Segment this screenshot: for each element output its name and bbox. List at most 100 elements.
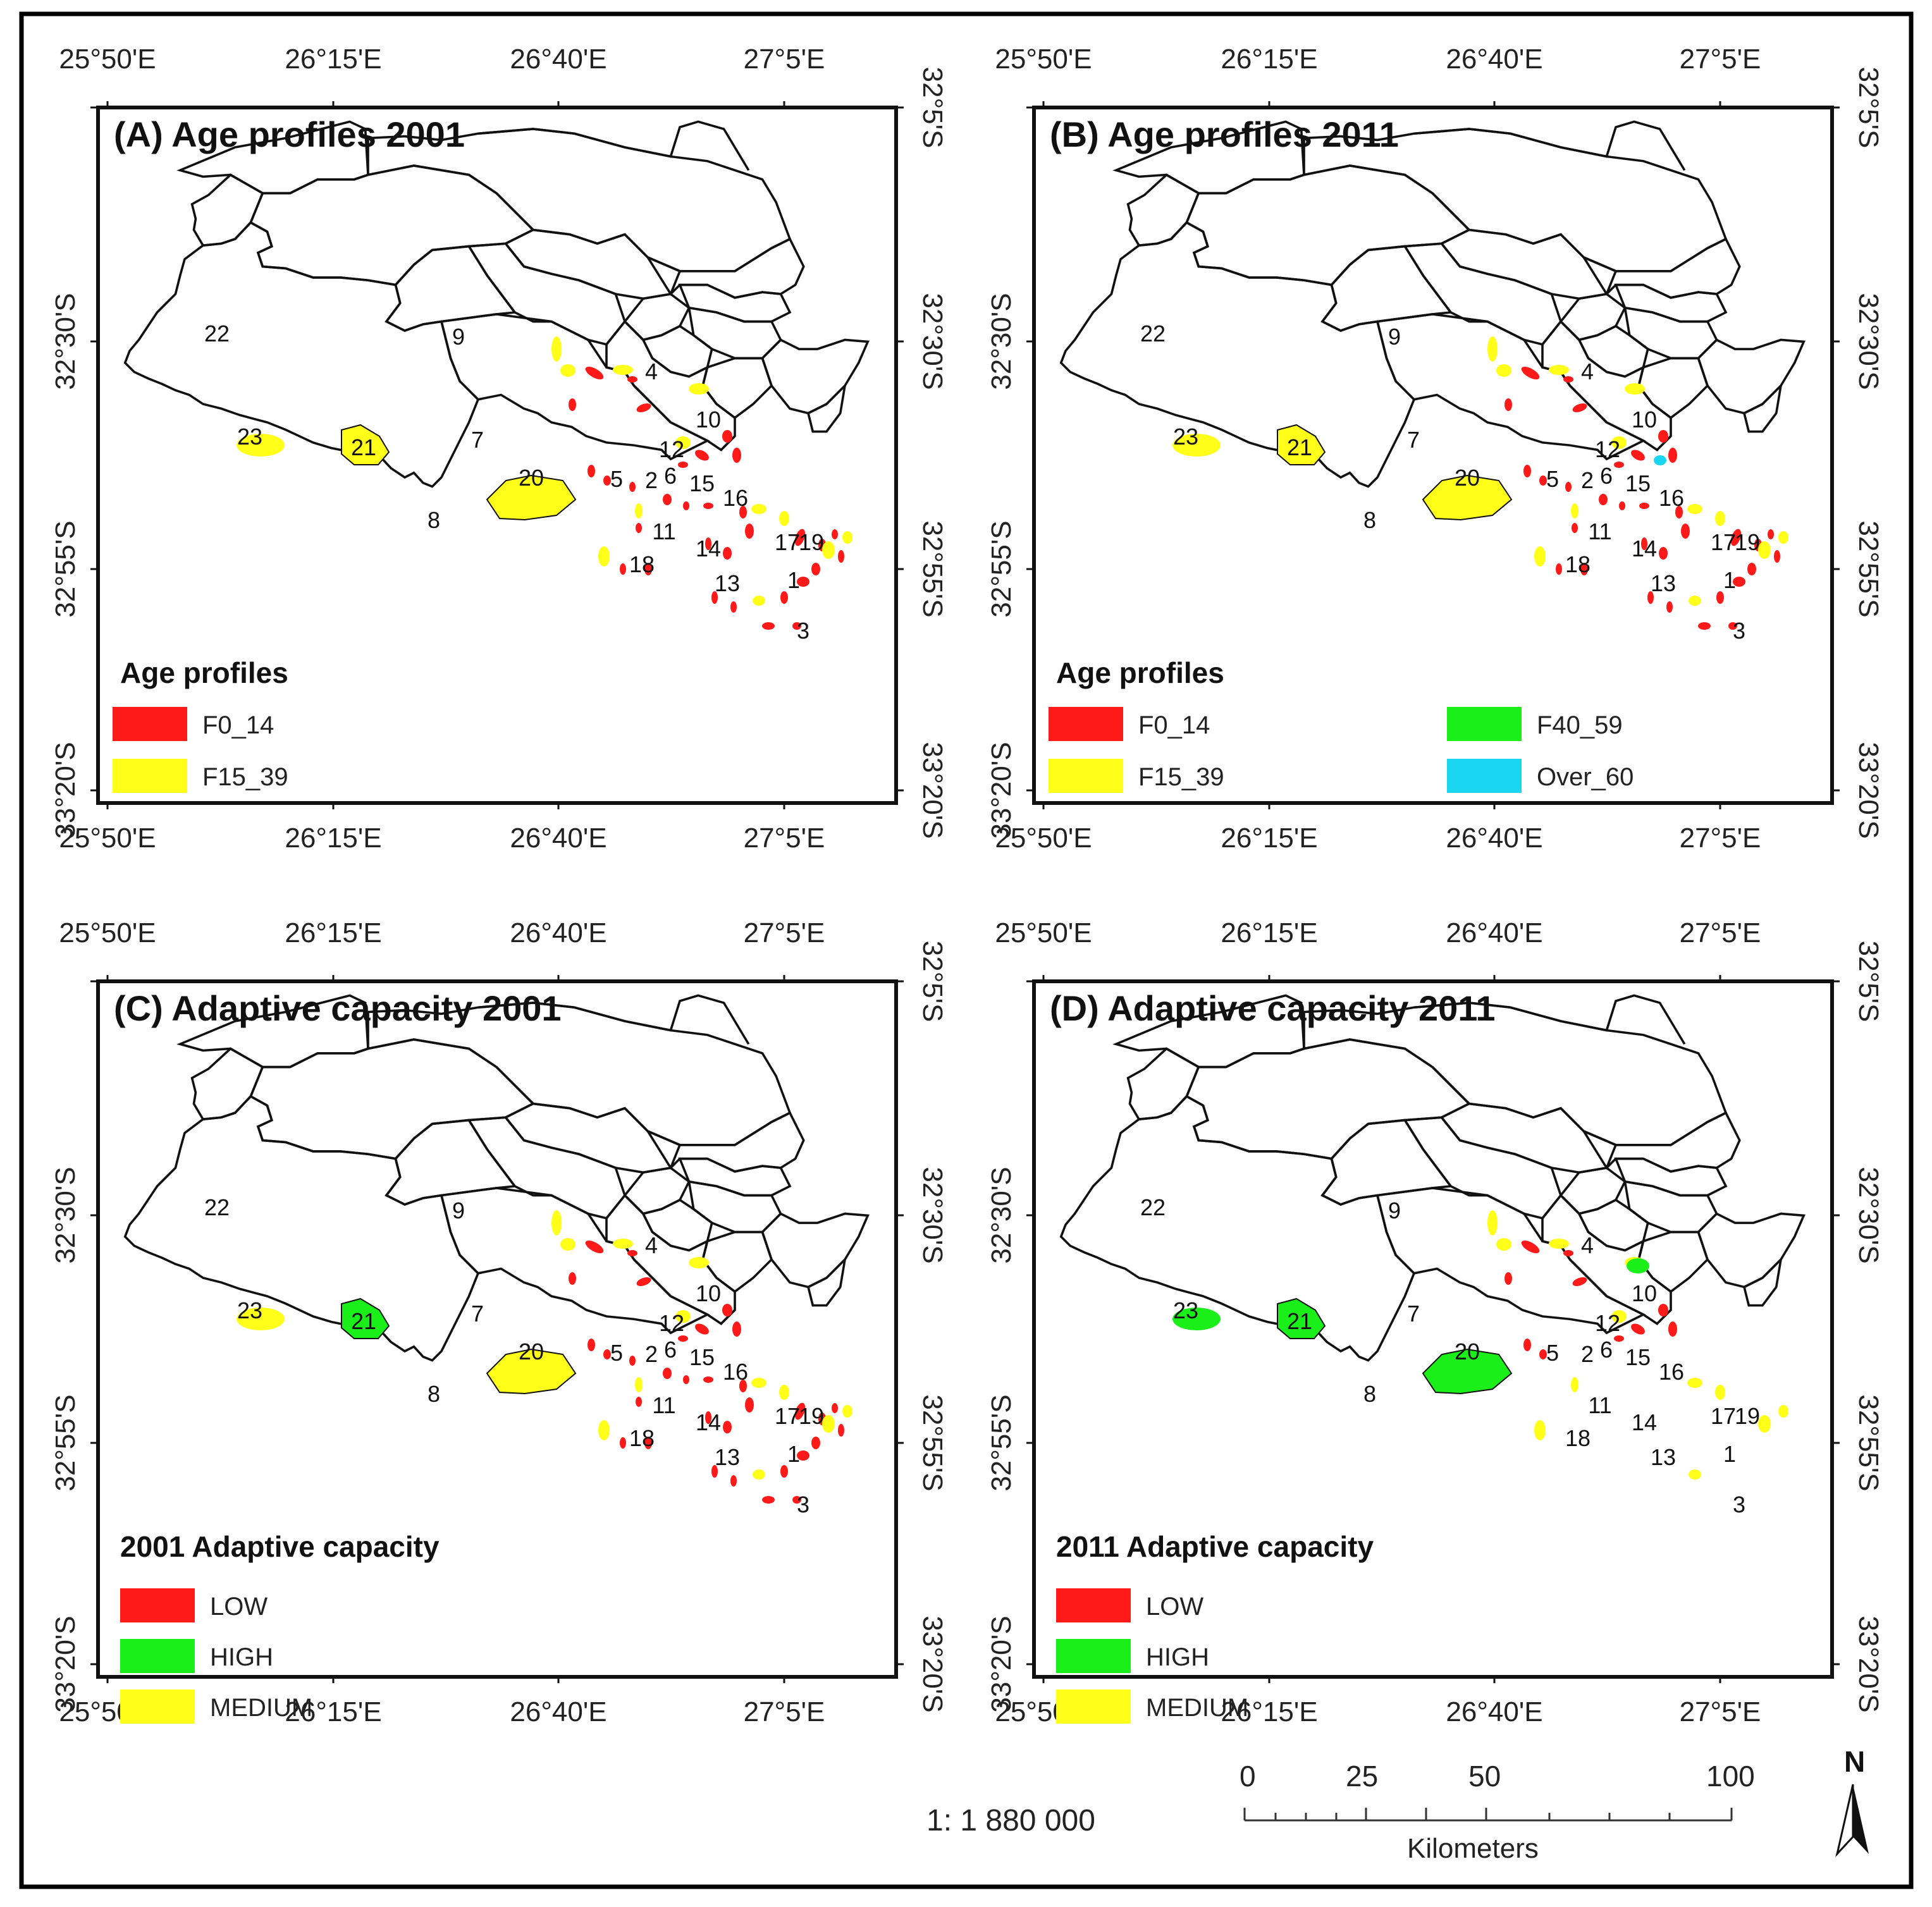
ward-label: 3 <box>797 1492 809 1518</box>
longitude-label-bottom: 26°40'E <box>510 823 606 854</box>
scale-label-0: 0 <box>1240 1760 1256 1793</box>
red-area-patch <box>695 450 709 461</box>
ward-21-fill <box>1277 424 1326 465</box>
ward-label: 9 <box>1388 1198 1401 1223</box>
red-area-patch <box>1539 475 1547 486</box>
ward-label: 12 <box>1595 436 1620 462</box>
ward-label: 11 <box>1588 1392 1611 1418</box>
red-area-patch <box>722 430 732 443</box>
map-panel-b: 25°50'E 25°50'E 26°15'E 26°15'E 26°40'E 26°40… <box>986 44 1884 854</box>
legend-label: F0_14 <box>202 711 274 739</box>
north-arrow-label: N <box>1844 1745 1865 1778</box>
red-area-patch <box>678 1335 688 1342</box>
ward-label: 5 <box>1546 1340 1559 1366</box>
legend-label: LOW <box>1146 1593 1203 1621</box>
ward-label: 22 <box>1140 1194 1166 1220</box>
ward-20-fill <box>486 474 577 521</box>
ward-label: 2 <box>1581 467 1594 493</box>
ward-label: 18 <box>629 1425 655 1451</box>
legend-swatch <box>1056 1639 1131 1673</box>
yellow-area-patch <box>753 596 765 606</box>
red-area-patch <box>739 506 747 518</box>
ward-label: 1 <box>1723 567 1736 593</box>
ward-label: 8 <box>1363 507 1376 533</box>
latitude-label-left: 33°20'S <box>50 742 81 838</box>
ward-label: 8 <box>428 1381 440 1407</box>
longitude-label-top: 26°40'E <box>510 917 606 948</box>
panel-title: (B) Age profiles 2011 <box>1050 114 1399 154</box>
ward-label: 5 <box>610 466 623 492</box>
legend-title: 2011 Adaptive capacity <box>1056 1530 1374 1563</box>
legend-swatch <box>120 1689 195 1724</box>
longitude-label-bottom: 26°15'E <box>285 1696 381 1727</box>
red-area-patch <box>1730 529 1742 546</box>
ward-label: 16 <box>723 485 748 511</box>
longitude-label-bottom: 26°15'E <box>285 823 381 854</box>
ward-label: 9 <box>452 324 465 350</box>
red-area-patch <box>703 1377 713 1383</box>
red-area-patch <box>636 1397 642 1407</box>
yellow-area-patch <box>613 1239 633 1249</box>
yellow-area-patch <box>560 364 575 377</box>
longitude-label-bottom: 27°5'E <box>744 823 825 854</box>
latitude-label-right: 33°20'S <box>917 1616 948 1712</box>
longitude-label-bottom: 26°40'E <box>1446 823 1542 854</box>
latitude-label-right: 32°30'S <box>917 293 948 389</box>
longitude-label-top: 25°50'E <box>995 44 1092 75</box>
red-area-patch <box>636 523 642 533</box>
ward-label: 19 <box>1735 1403 1760 1429</box>
red-area-patch <box>1619 501 1625 510</box>
red-area-patch <box>794 1402 806 1420</box>
red-area-patch <box>1599 494 1608 505</box>
red-area-patch <box>732 1321 741 1337</box>
red-area-patch <box>811 1437 820 1449</box>
ward-label: 9 <box>1388 324 1401 350</box>
ward-label: 4 <box>1581 359 1594 384</box>
latitude-label-right: 32°5'S <box>1853 941 1884 1022</box>
red-area-patch <box>745 524 754 539</box>
legend-swatch <box>1049 707 1123 741</box>
legend-label: MEDIUM <box>210 1694 312 1722</box>
latitude-label-left: 32°55'S <box>986 1394 1017 1491</box>
red-area-patch <box>745 1397 754 1413</box>
red-area-patch <box>711 591 718 604</box>
longitude-label-top: 26°40'E <box>1446 44 1542 75</box>
yellow-area-patch <box>689 1257 709 1268</box>
longitude-label-bottom: 26°15'E <box>1221 823 1317 854</box>
map-frame <box>1032 106 1834 805</box>
red-area-patch <box>1523 1339 1531 1351</box>
red-area-patch <box>838 550 844 563</box>
ward-23-fill <box>1172 1308 1221 1330</box>
legend-label: MEDIUM <box>1146 1694 1248 1722</box>
longitude-label-top: 26°40'E <box>510 44 606 75</box>
north-arrow-icon <box>1853 1784 1869 1854</box>
latitude-label-right: 32°5'S <box>1853 67 1884 149</box>
longitude-label-top: 27°5'E <box>744 917 825 948</box>
red-area-patch <box>730 1475 737 1487</box>
red-area-patch <box>1556 563 1562 575</box>
red-area-patch <box>780 1465 788 1478</box>
ward-20-fill <box>1422 474 1513 521</box>
yellow-area-patch <box>1534 1420 1546 1440</box>
ward-label: 22 <box>204 1194 230 1220</box>
latitude-label-right: 32°30'S <box>1853 293 1884 389</box>
latitude-label-left: 32°30'S <box>50 293 81 389</box>
ward-23-fill <box>1172 434 1221 457</box>
ward-label: 17 <box>1711 529 1736 555</box>
legend-swatch <box>1447 707 1522 741</box>
ward-label: 14 <box>696 536 721 561</box>
ward-label: 20 <box>1455 465 1480 491</box>
red-area-patch <box>1614 1335 1624 1342</box>
red-area-patch <box>683 1375 689 1384</box>
longitude-label-top: 26°15'E <box>285 917 381 948</box>
red-area-patch <box>1768 529 1774 539</box>
yellow-area-patch <box>1689 1469 1701 1480</box>
red-area-patch <box>797 1450 809 1461</box>
latitude-label-right: 32°30'S <box>1853 1167 1884 1263</box>
ward-label: 10 <box>1632 1280 1657 1306</box>
ward-label: 12 <box>659 436 684 462</box>
ward-label: 6 <box>1600 1337 1613 1363</box>
red-area-patch <box>1563 1250 1573 1256</box>
panel-title: (C) Adaptive capacity 2001 <box>114 988 562 1028</box>
